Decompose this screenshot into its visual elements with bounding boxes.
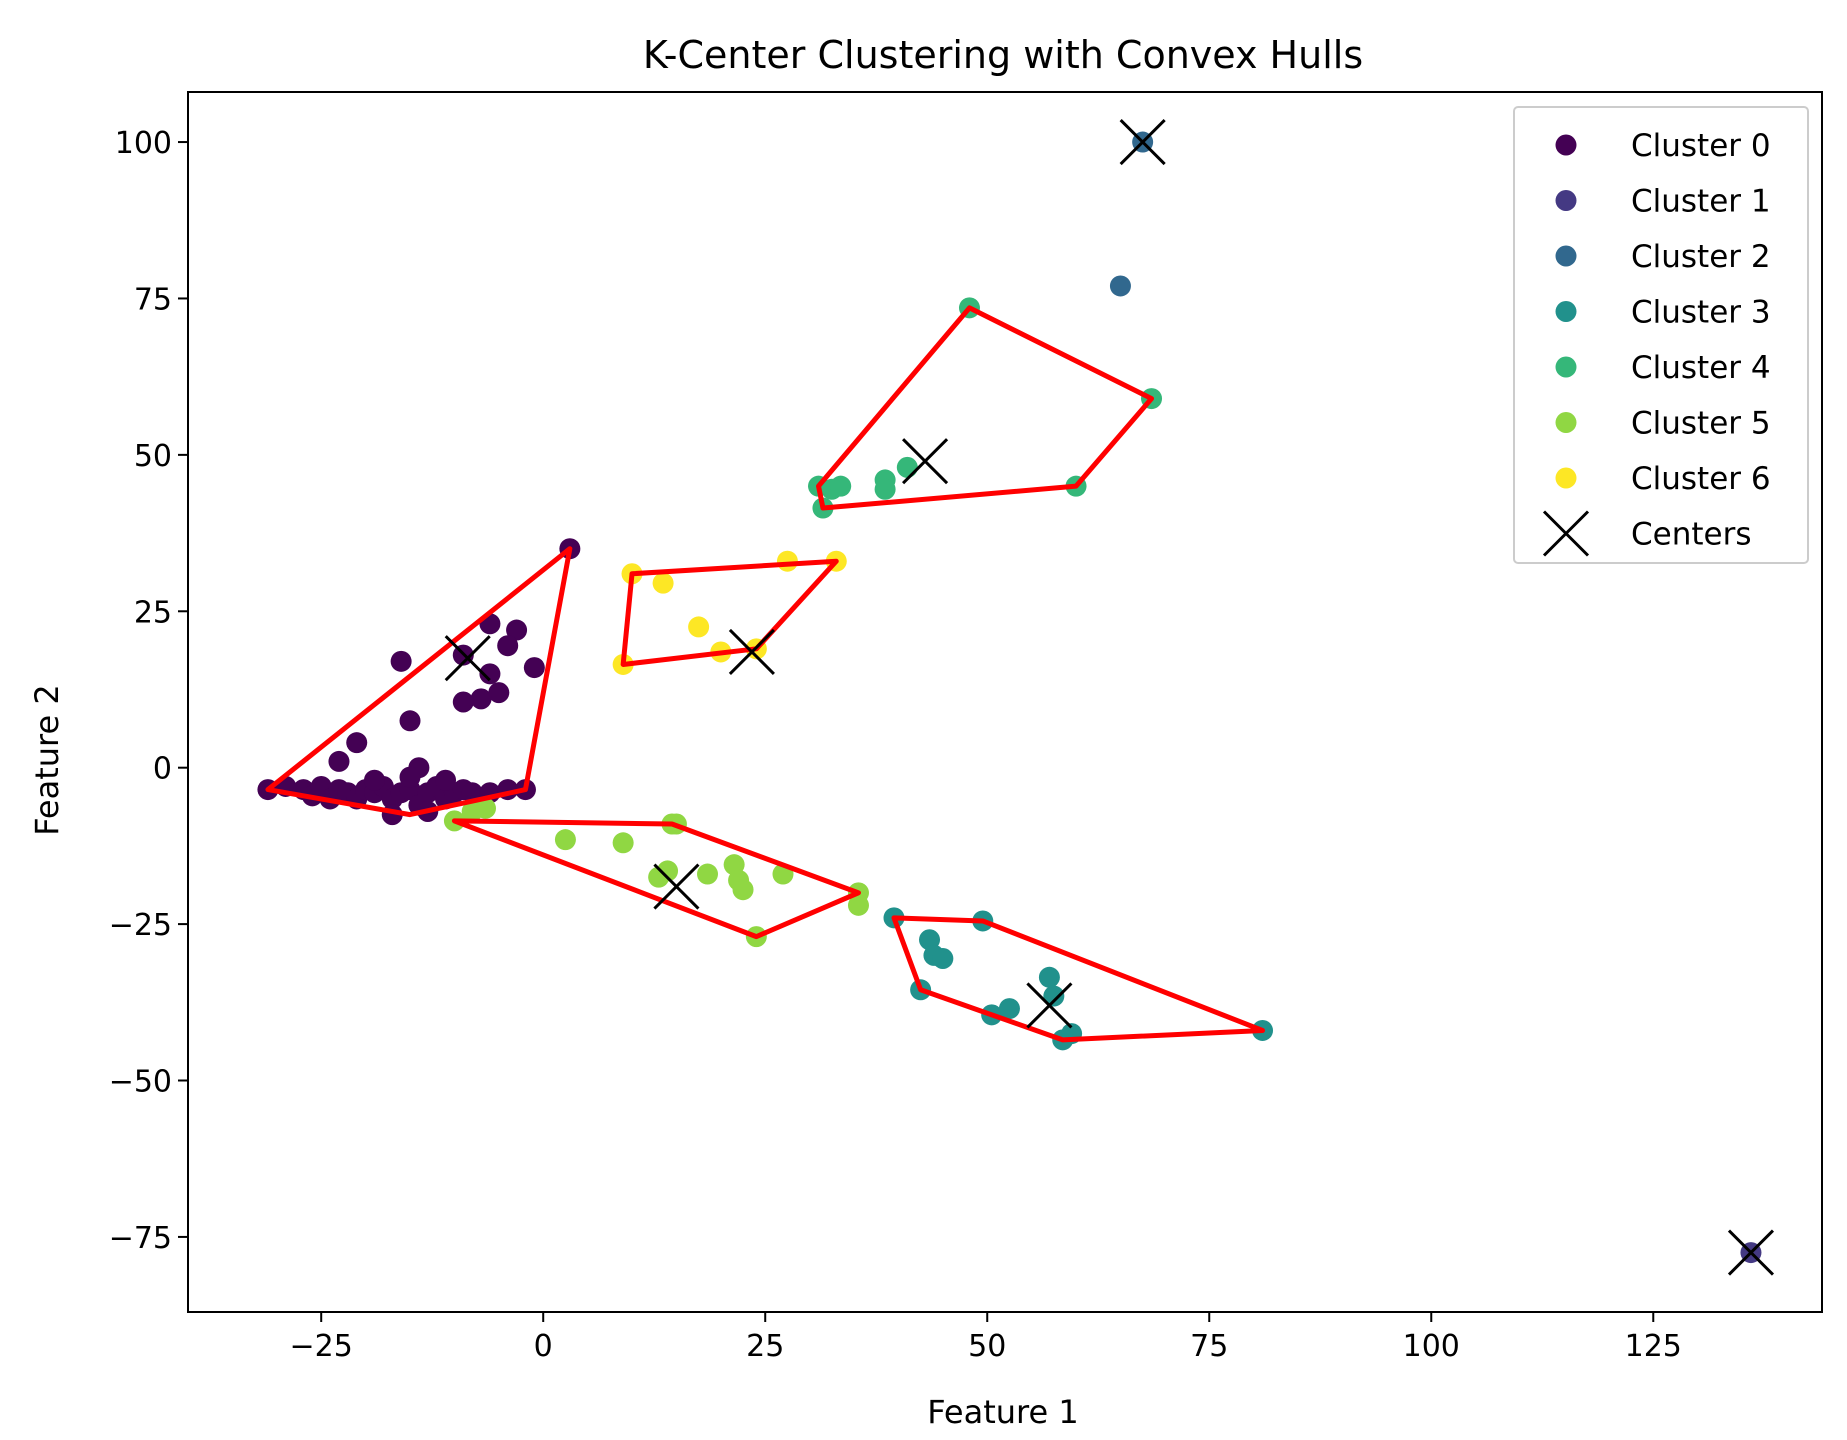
data-point <box>932 948 954 970</box>
data-point <box>612 832 634 854</box>
legend-marker <box>1555 301 1577 322</box>
legend-label: Cluster 1 <box>1631 184 1771 220</box>
convex-hull <box>891 915 1266 1043</box>
data-point <box>470 688 492 710</box>
y-tick-label: 25 <box>134 595 172 630</box>
plot-frame <box>187 91 1823 1313</box>
data-point <box>874 478 896 500</box>
data-point <box>998 998 1020 1020</box>
center-marker <box>1026 982 1073 1029</box>
y-tick-label: 50 <box>134 439 172 474</box>
legend-entry: Centers <box>1542 510 1752 557</box>
legend-label: Cluster 4 <box>1631 350 1771 386</box>
y-tick-label: −50 <box>109 1065 172 1100</box>
legend-entry: Cluster 6 <box>1555 461 1771 497</box>
legend-marker <box>1542 510 1590 557</box>
center-marker <box>653 863 700 910</box>
x-tick-label: 25 <box>746 1329 784 1364</box>
x-tick-label: 100 <box>1403 1329 1460 1364</box>
data-point <box>896 456 918 478</box>
data-point <box>452 691 474 713</box>
center-stroke <box>1026 982 1073 1029</box>
x-tick-label: −25 <box>290 1329 353 1364</box>
legend-label: Cluster 5 <box>1631 406 1771 442</box>
convex-hull <box>265 546 573 818</box>
legend-entry: Cluster 1 <box>1555 184 1771 220</box>
y-tick-label: −75 <box>109 1221 172 1256</box>
data-point <box>346 732 368 754</box>
y-tick-label: 75 <box>134 282 172 317</box>
convex-hull <box>816 305 1155 511</box>
data-point <box>830 475 852 497</box>
legend: Cluster 0 Cluster 1 Cluster 2 Cluster 3 Clus… <box>1513 106 1809 564</box>
data-point <box>1109 275 1131 297</box>
data-point <box>697 863 719 885</box>
data-point <box>523 657 545 679</box>
center-stroke <box>902 438 949 485</box>
data-point <box>474 797 496 819</box>
data-point <box>390 650 412 672</box>
data-point <box>497 635 519 657</box>
center-stroke <box>653 863 700 910</box>
legend-marker <box>1555 467 1577 489</box>
legend-label: Cluster 6 <box>1631 461 1771 497</box>
legend-marker <box>1555 134 1577 156</box>
legend-label: Cluster 2 <box>1631 239 1771 275</box>
center-stroke <box>728 628 775 676</box>
data-point <box>399 766 421 788</box>
data-point <box>657 860 679 882</box>
x-tick-label: 125 <box>1625 1329 1682 1364</box>
plot-area <box>187 91 1823 1313</box>
data-point <box>776 550 798 572</box>
convex-hull <box>451 818 861 940</box>
y-tick-label: −25 <box>109 908 172 943</box>
data-point <box>399 710 421 732</box>
data-point <box>328 750 350 772</box>
y-tick-label: 100 <box>115 126 172 161</box>
y-tick-label: 0 <box>153 752 172 787</box>
data-point <box>554 829 576 851</box>
center-marker <box>728 628 775 676</box>
legend-entry: Cluster 3 <box>1555 295 1771 331</box>
legend-entry: Cluster 5 <box>1555 406 1771 442</box>
center-marker <box>444 635 491 682</box>
legend-entry: Cluster 4 <box>1555 350 1771 386</box>
data-point <box>688 616 710 638</box>
data-point <box>479 663 501 685</box>
data-point <box>1038 966 1060 988</box>
data-point <box>847 894 869 916</box>
data-point <box>506 619 528 641</box>
legend-marker <box>1555 356 1577 378</box>
y-axis: 100 75 50 25 0 −25 −50 −75 <box>109 126 188 1256</box>
x-tick-label: 50 <box>968 1329 1006 1364</box>
data-point <box>652 572 674 594</box>
y-axis-label: Feature 2 <box>28 684 66 835</box>
legend-marker <box>1555 190 1577 211</box>
legend-marker <box>1555 245 1577 267</box>
legend-label: Cluster 0 <box>1631 128 1771 164</box>
legend-entry: Cluster 0 <box>1555 128 1771 164</box>
chart-title: K-Center Clustering with Convex Hulls <box>643 33 1363 77</box>
center-marker <box>1727 1229 1775 1276</box>
legend-box <box>1513 106 1809 564</box>
x-axis: −25 0 25 50 75 100 125 <box>290 1312 1682 1364</box>
data-point <box>732 879 754 901</box>
data-point <box>363 769 385 791</box>
data-point <box>1043 985 1065 1007</box>
x-tick-label: 75 <box>1190 1329 1228 1364</box>
legend-label: Cluster 3 <box>1631 295 1771 331</box>
data-point <box>435 769 457 791</box>
data-point <box>488 682 510 704</box>
legend-label: Centers <box>1631 517 1752 553</box>
legend-marker <box>1555 412 1577 433</box>
center-stroke <box>444 635 491 682</box>
center-stroke <box>1119 118 1166 166</box>
center-marker <box>902 438 949 485</box>
center-stroke <box>1727 1229 1775 1276</box>
center-marker <box>1119 118 1166 166</box>
legend-entry: Cluster 2 <box>1555 239 1771 275</box>
x-tick-label: 0 <box>534 1329 553 1364</box>
x-axis-label: Feature 1 <box>927 1393 1078 1431</box>
